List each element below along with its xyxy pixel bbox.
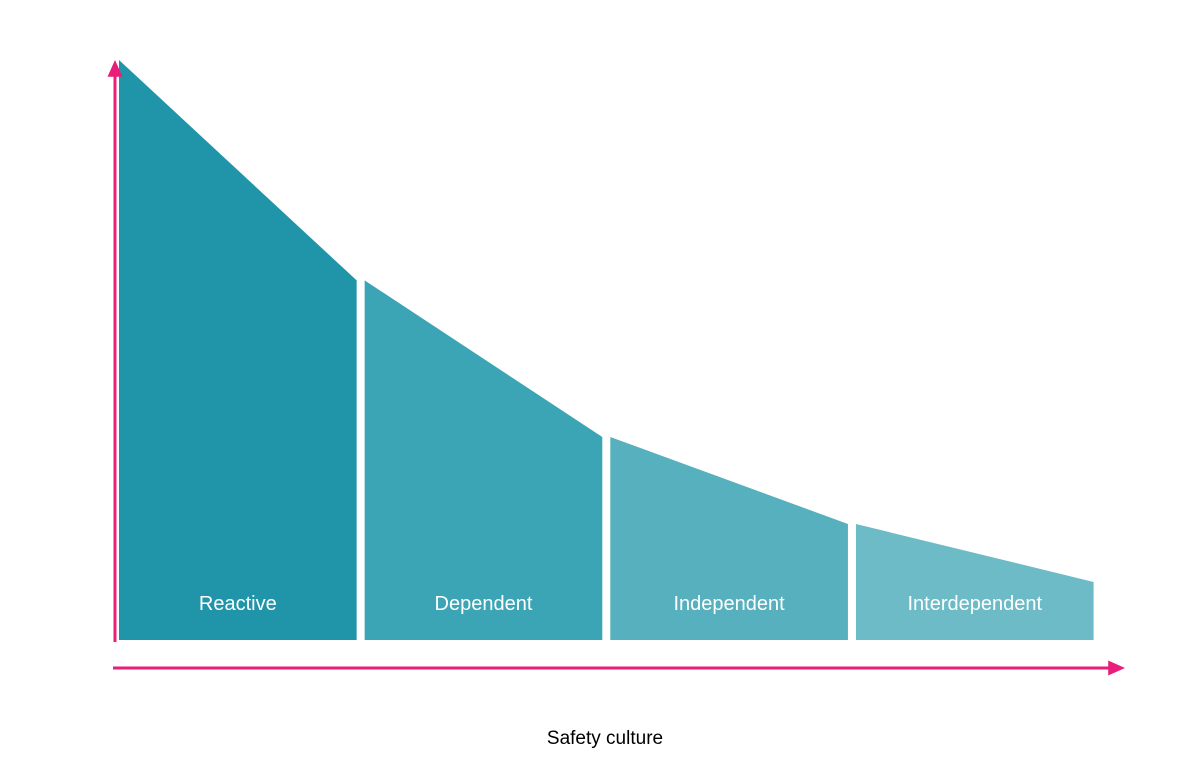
chart-svg: Reactive Dependent Independent Interdepende… — [115, 60, 1125, 680]
bar-dependent — [365, 280, 603, 640]
x-axis-label: Safety culture — [547, 728, 663, 750]
plot-area: Reactive Dependent Independent Interdepende… — [115, 60, 1125, 640]
safety-culture-chart: Safety performance injury data Safety cu… — [75, 60, 1135, 700]
bar-label-independent: Independent — [674, 593, 786, 615]
bar-interdependent — [856, 524, 1094, 640]
x-axis-arrow-icon — [1108, 661, 1125, 676]
bar-label-reactive: Reactive — [199, 593, 277, 615]
bar-label-dependent: Dependent — [435, 593, 533, 615]
bar-reactive — [119, 60, 357, 640]
bar-label-interdependent: Interdependent — [907, 593, 1042, 615]
